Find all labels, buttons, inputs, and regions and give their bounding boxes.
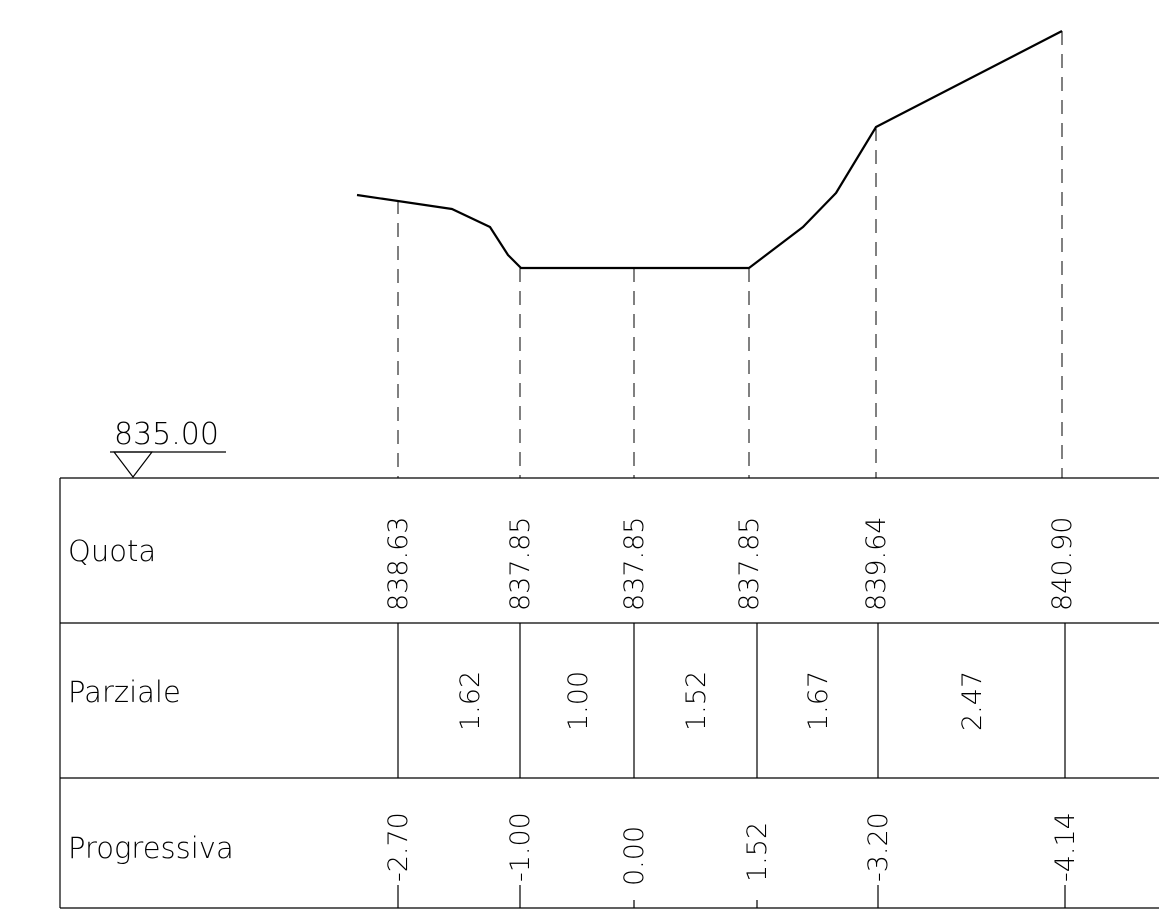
quota-value: 837.85 bbox=[619, 517, 650, 611]
row-label-parziale: Parziale bbox=[68, 675, 181, 709]
progressiva-value: -1.00 bbox=[505, 812, 536, 882]
quota-value: 840.90 bbox=[1047, 517, 1078, 611]
parziale-value: 2.47 bbox=[957, 671, 988, 731]
terrain-profile-line bbox=[356, 30, 1063, 270]
parziale-separators bbox=[397, 623, 1066, 778]
quota-values: 838.63 837.85 837.85 837.85 839.64 840.9… bbox=[383, 517, 1078, 611]
reference-datum: 835.00 bbox=[110, 417, 226, 478]
row-label-quota: Quota bbox=[68, 534, 156, 568]
quota-value: 839.64 bbox=[861, 517, 892, 611]
quota-value: 837.85 bbox=[505, 517, 536, 611]
profile-table bbox=[59, 477, 1159, 909]
parziale-value: 1.67 bbox=[803, 671, 834, 731]
datum-value: 835.00 bbox=[114, 417, 219, 452]
quota-value: 838.63 bbox=[383, 517, 414, 611]
parziale-value: 1.62 bbox=[455, 671, 486, 731]
datum-triangle-icon bbox=[112, 451, 154, 478]
progressiva-value: 0.00 bbox=[619, 826, 650, 886]
parziale-values: 1.62 1.00 1.52 1.67 2.47 bbox=[455, 671, 988, 731]
progressiva-values: -2.70 -1.00 0.00 1.52 -3.20 -4.14 bbox=[383, 812, 1081, 886]
row-label-progressiva: Progressiva bbox=[68, 831, 234, 865]
progressiva-value: -3.20 bbox=[863, 812, 894, 882]
quota-value: 837.85 bbox=[734, 517, 765, 611]
progressiva-value: -4.14 bbox=[1050, 812, 1081, 882]
station-projection-lines bbox=[397, 31, 1063, 478]
progressiva-value: 1.52 bbox=[742, 822, 773, 882]
parziale-value: 1.00 bbox=[563, 671, 594, 731]
progressiva-value: -2.70 bbox=[383, 812, 414, 882]
parziale-value: 1.52 bbox=[681, 671, 712, 731]
progressiva-ticks bbox=[397, 885, 1066, 908]
